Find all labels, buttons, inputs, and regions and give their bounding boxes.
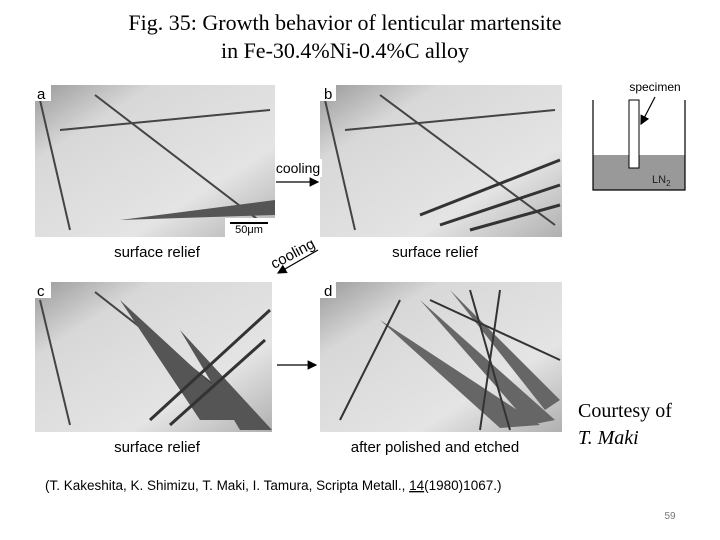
arrow-label: cooling [276,160,320,176]
panel-caption: surface relief [392,244,479,261]
panel-caption: surface relief [114,244,201,261]
panel-label: d [324,283,332,300]
courtesy: Courtesy of [578,400,672,422]
micrograph-b [320,85,562,237]
panel-caption: surface relief [114,439,201,456]
micrograph-c [35,282,272,432]
page-number: 59 [664,511,676,522]
panel-label: c [37,283,45,300]
micrograph-d [320,282,562,432]
panel-label: a [37,86,46,103]
panel-label: b [324,86,332,103]
citation-volume: 14 [409,478,425,493]
inset-label: specimen [629,80,680,94]
title-line: Fig. 35: Growth behavior of lenticular m… [128,10,561,35]
title-line: in Fe-30.4%Ni-0.4%C alloy [221,38,469,63]
coolant: LN [652,174,666,186]
inset-diagram [592,96,686,191]
citation: (T. Kakeshita, K. Shimizu, T. Maki, I. T… [45,478,501,493]
citation-text: (T. Kakeshita, K. Shimizu, T. Maki, I. T… [45,478,409,493]
courtesy-name: T. Maki [578,427,639,449]
arrow [276,249,319,274]
coolant-sub: 2 [666,179,671,188]
arrow-label-bg [275,159,322,177]
scale-bar-label: 50μm [235,224,263,236]
panel-caption: after polished and etched [351,439,519,456]
inset-label: LN2 [652,174,671,188]
micrograph-a [35,85,275,237]
citation-text: (1980)1067.) [424,478,501,493]
